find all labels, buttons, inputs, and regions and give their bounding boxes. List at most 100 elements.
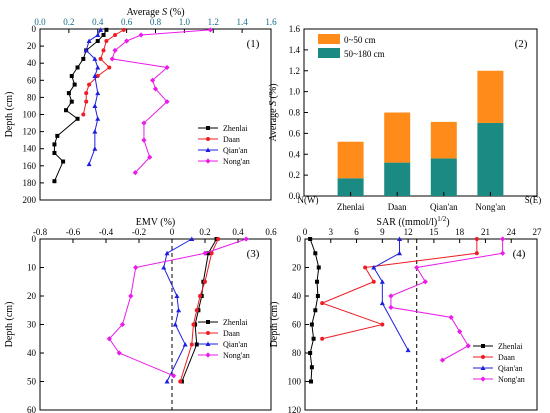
- data-point: [164, 379, 170, 384]
- panel-2: 0.0 0.2 0.4 0.6 0.8 1.0 1.2 1.4 1.6 Zhenlai Daan Qi…: [268, 24, 541, 212]
- data-point: [95, 64, 101, 70]
- panel-3: -0.8 -0.6 -0.4 -0.2 0 0.2 0.4 0.6 0 10 20 30 40 50 60 E…: [4, 217, 277, 413]
- legend-marker: [481, 355, 485, 359]
- data-point: [363, 265, 368, 270]
- data-point: [405, 347, 411, 353]
- data-point: [86, 38, 92, 43]
- data-point: [152, 86, 159, 92]
- data-point: [95, 90, 101, 96]
- data-point: [92, 103, 98, 108]
- y-tick-label: 20: [292, 263, 302, 273]
- data-point: [315, 279, 320, 284]
- series-daan: [320, 237, 479, 341]
- series-line: [85, 29, 102, 165]
- data-point: [109, 56, 115, 62]
- data-point: [176, 307, 182, 313]
- series-nongan: [388, 236, 506, 363]
- data-point: [474, 237, 479, 241]
- y-axis-title-text: Average: [268, 106, 279, 142]
- legend-swatch: [318, 34, 340, 44]
- data-point: [92, 129, 98, 134]
- y-axis-title-italic: S: [268, 101, 279, 106]
- x-tick-label: Daan: [388, 202, 407, 212]
- data-point: [308, 351, 313, 355]
- data-point: [141, 137, 147, 143]
- data-point: [119, 321, 126, 328]
- legend-marker: [205, 158, 211, 164]
- data-point: [164, 250, 170, 256]
- legend-marker: [481, 344, 485, 348]
- series-qianan: [161, 236, 195, 384]
- y-tick-label: 100: [23, 110, 37, 120]
- data-point: [113, 32, 118, 37]
- data-point: [397, 250, 403, 256]
- data-point: [194, 342, 199, 347]
- y-tick-label: 0.6: [289, 128, 301, 138]
- data-point: [84, 99, 89, 104]
- data-point: [206, 251, 211, 256]
- data-point: [500, 236, 506, 242]
- data-point: [92, 146, 98, 151]
- data-point: [178, 379, 183, 384]
- data-point: [147, 154, 153, 160]
- x-tick-label: 0.2: [63, 17, 74, 27]
- legend: 0~50 cm 50~180 cm: [318, 34, 385, 59]
- y-axis-title: Depth (cm): [4, 92, 15, 138]
- y-tick-label: 40: [292, 291, 302, 301]
- series-daan: [178, 237, 221, 384]
- x-tick-label: 24: [507, 227, 517, 237]
- y-tick-label: 0.0: [289, 191, 301, 201]
- y-tick-label: 1.0: [289, 87, 301, 97]
- data-point: [448, 314, 454, 320]
- legend-marker: [205, 352, 211, 358]
- x-axis-title: EMV (%): [136, 217, 176, 228]
- x-axis-title-unit: (%): [167, 7, 185, 18]
- data-point: [112, 47, 118, 53]
- data-point: [189, 236, 195, 241]
- panel-label: (3): [247, 248, 260, 260]
- data-point: [55, 133, 60, 138]
- y-tick-label: 0.8: [289, 108, 301, 118]
- bar-segment: [477, 122, 504, 196]
- y-tick-label: 40: [27, 348, 37, 358]
- data-point: [52, 150, 57, 155]
- y-tick-label: 0.4: [289, 149, 301, 159]
- bar-segment: [337, 141, 364, 179]
- data-point: [141, 120, 147, 126]
- data-point: [107, 65, 112, 70]
- x-axis-title-italic: S: [162, 7, 167, 18]
- data-point: [207, 27, 213, 33]
- data-point: [309, 365, 314, 370]
- y-tick-label: 30: [27, 320, 37, 330]
- legend-label: Nong'an: [498, 375, 525, 384]
- data-point: [422, 279, 428, 285]
- legend-marker: [206, 331, 210, 335]
- legend-marker: [205, 147, 211, 152]
- data-point: [69, 74, 74, 79]
- panel-4: 0 3 6 9 12 15 18 21 24 27 0 20 40 60 80 100 120 SAR ((mmo…: [269, 215, 542, 413]
- data-point: [313, 251, 318, 256]
- x-axis-title-end: ): [446, 217, 449, 228]
- data-point: [106, 336, 112, 342]
- legend-label: Nong'an: [223, 351, 250, 360]
- x-tick-label: 1.6: [265, 17, 277, 27]
- legend-label: Daan: [223, 135, 240, 144]
- y-tick-label: 100: [288, 377, 302, 387]
- series-zhenlai: [52, 27, 109, 184]
- y-tick-label: 1.6: [289, 24, 301, 34]
- series-line: [390, 239, 504, 361]
- data-point: [95, 116, 101, 121]
- x-tick-label: 0.4: [232, 227, 244, 237]
- x-tick-label: -0.8: [33, 227, 48, 237]
- legend-marker: [206, 320, 210, 324]
- x-axis-title: SAR ((mmol/l)1/2): [376, 215, 449, 228]
- y-tick-label: 80: [292, 348, 302, 358]
- series-qianan: [371, 236, 411, 353]
- data-point: [128, 293, 134, 299]
- bar-segment: [384, 162, 411, 196]
- x-tick-label: 1.2: [208, 17, 219, 27]
- data-point: [379, 279, 385, 284]
- data-point: [414, 264, 420, 271]
- y-tick-label: 0: [32, 24, 37, 34]
- data-point: [104, 38, 109, 43]
